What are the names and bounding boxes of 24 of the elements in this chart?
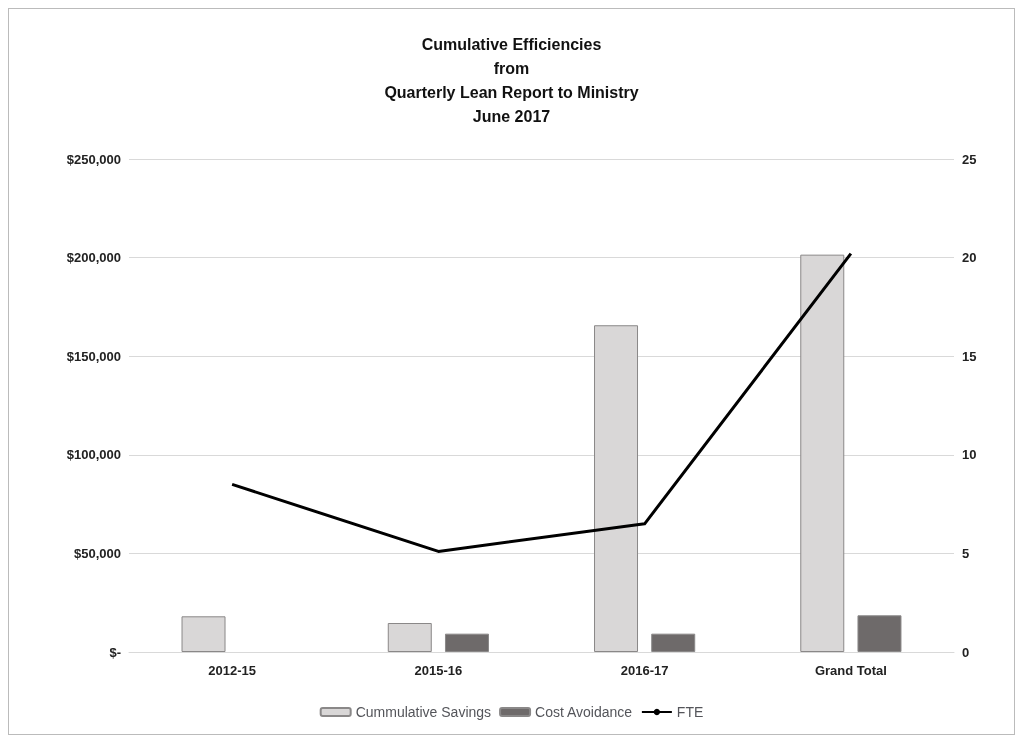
- y2-tick-label: 5: [962, 545, 970, 561]
- y-tick-label: $200,000: [66, 250, 121, 266]
- chart-title: Cumulative Efficiencies from Quarterly Lean Report to Ministry June 2017: [384, 35, 639, 125]
- y2-tick-label: 20: [962, 250, 977, 266]
- y-tick-label: $-: [109, 644, 121, 660]
- x-tick-label: 2012-15: [208, 663, 256, 678]
- y2-tick-label: 10: [962, 447, 977, 463]
- legend-label: Cost Avoidance: [535, 704, 633, 720]
- y-tick-label: $150,000: [66, 348, 121, 364]
- x-tick-label: 2016-17: [620, 663, 669, 678]
- y-tick-label: $250,000: [66, 151, 121, 167]
- y2-tick-label: 0: [962, 644, 970, 660]
- legend-label: Cummulative Savings: [355, 704, 492, 720]
- x-tick-label: 2015-16: [414, 663, 463, 678]
- y-tick-label: $50,000: [74, 545, 121, 561]
- y2-tick-label: 25: [962, 151, 977, 167]
- bar: [857, 615, 902, 652]
- y2-tick-label: 15: [962, 348, 977, 364]
- y-tick-label: $100,000: [66, 447, 121, 463]
- x-tick-label: Grand Total: [814, 663, 887, 678]
- bar: [651, 633, 696, 652]
- legend-label: FTE: [676, 704, 704, 720]
- bar: [444, 633, 489, 652]
- line-series: [230, 252, 853, 553]
